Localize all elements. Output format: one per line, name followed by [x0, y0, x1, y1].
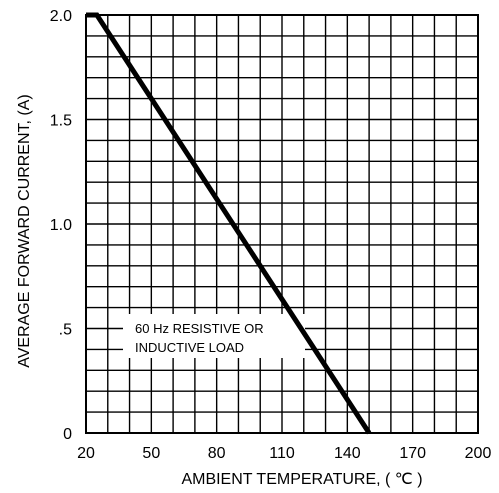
x-tick-label: 80: [208, 445, 226, 462]
x-tick-label: 20: [77, 445, 95, 462]
y-tick-label: .5: [59, 322, 72, 339]
annotation-background: [123, 314, 305, 358]
x-axis-title: AMBIENT TEMPERATURE, ( ℃ ): [181, 471, 422, 488]
y-tick-label: 1.0: [50, 217, 72, 234]
y-tick-label: 2.0: [50, 8, 72, 25]
y-axis-title: AVERAGE FORWARD CURRENT, (A): [16, 94, 33, 368]
x-tick-label: 50: [142, 445, 160, 462]
x-tick-label: 110: [269, 445, 295, 462]
derating-curve: [86, 12, 372, 435]
series-group: [86, 12, 372, 435]
y-tick-labels: 0 .5 1.0 1.5 2.0: [50, 8, 72, 443]
annotation-line-2: INDUCTIVE LOAD: [135, 340, 244, 355]
y-tick-label: 0: [63, 426, 72, 443]
annotation-line-1: 60 Hz RESISTIVE OR: [135, 321, 264, 336]
grid-lines: [86, 15, 478, 433]
plot-frame: [85, 14, 479, 434]
x-tick-labels: 20 50 80 110 140 170 200: [77, 445, 491, 462]
x-tick-label: 170: [399, 445, 426, 462]
x-tick-label: 140: [334, 445, 361, 462]
y-tick-label: 1.5: [50, 113, 72, 130]
x-tick-label: 200: [465, 445, 492, 462]
